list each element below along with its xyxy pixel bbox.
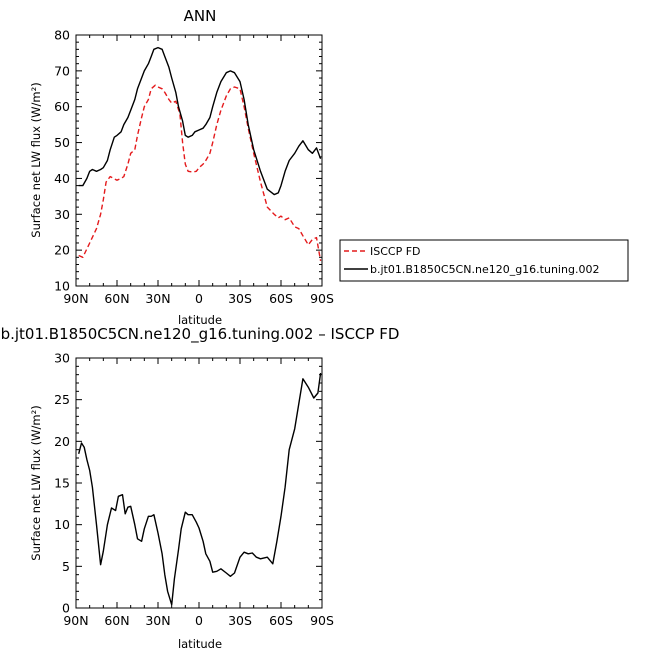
bottom-y-tick-label: 25 (54, 392, 70, 407)
top-panel-y-axis-label: Surface net LW flux (W/m²) (29, 82, 43, 237)
legend: ISCCP FD b.jt01.B1850C5CN.ne120_g16.tunin… (339, 239, 629, 282)
top-plot-frame (75, 34, 323, 287)
bottom-y-tick-label: 15 (54, 476, 70, 491)
top-x-tick-label: 90S (310, 291, 334, 306)
top-series-line-2 (78, 46, 322, 196)
top-y-tick-label: 80 (54, 28, 70, 43)
bottom-y-tick-label: 5 (62, 559, 70, 574)
bottom-y-tick-label: 20 (54, 434, 70, 449)
top-x-tick-label: 90N (63, 291, 88, 306)
top-panel-axes: 90N 60N 30N 0 30S 60S 90S 10 20 30 40 50 60 70 80 (54, 28, 334, 307)
top-y-tick-label: 40 (54, 171, 70, 186)
top-y-tick-label: 10 (54, 279, 70, 294)
bottom-y-tick-label: 30 (54, 351, 70, 366)
legend-entry: b.jt01.B1850C5CN.ne120_g16.tuning.002 (370, 263, 599, 276)
top-panel-x-axis-label: latitude (178, 313, 222, 327)
top-y-tick-label: 60 (54, 99, 70, 114)
bottom-panel-y-axis-label: Surface net LW flux (W/m²) (29, 405, 43, 560)
bottom-x-tick-label: 30N (145, 613, 170, 628)
bottom-panel-series (78, 372, 322, 606)
bottom-x-tick-label: 30S (228, 613, 252, 628)
bottom-panel-x-axis-label: latitude (178, 637, 222, 651)
top-x-tick-label: 30S (228, 291, 252, 306)
legend-entry: ISCCP FD (370, 245, 421, 258)
bottom-y-tick-label: 10 (54, 517, 70, 532)
top-x-tick-label: 0 (195, 291, 203, 306)
top-panel-series (78, 46, 322, 262)
bottom-panel-title: b.jt01.B1850C5CN.ne120_g16.tuning.002 – … (1, 325, 400, 344)
top-panel-title: ANN (184, 7, 217, 25)
top-y-tick-label: 70 (54, 63, 70, 78)
bottom-x-tick-label: 0 (195, 613, 203, 628)
top-x-tick-label: 30N (145, 291, 170, 306)
bottom-x-tick-label: 90S (310, 613, 334, 628)
top-x-tick-label: 60N (104, 291, 129, 306)
top-y-tick-label: 50 (54, 135, 70, 150)
bottom-series-line-1 (78, 372, 322, 606)
bottom-x-tick-label: 90N (63, 613, 88, 628)
top-y-tick-label: 20 (54, 243, 70, 258)
top-x-tick-label: 60S (269, 291, 293, 306)
bottom-y-tick-label: 0 (62, 601, 70, 616)
bottom-panel-axes: 90N 60N 30N 0 30S 60S 90S 0 5 10 15 20 25 30 (54, 351, 334, 629)
bottom-x-tick-label: 60N (104, 613, 129, 628)
top-series-line-1 (78, 84, 322, 262)
legend-box (339, 239, 629, 282)
bottom-x-tick-label: 60S (269, 613, 293, 628)
top-y-tick-label: 30 (54, 207, 70, 222)
